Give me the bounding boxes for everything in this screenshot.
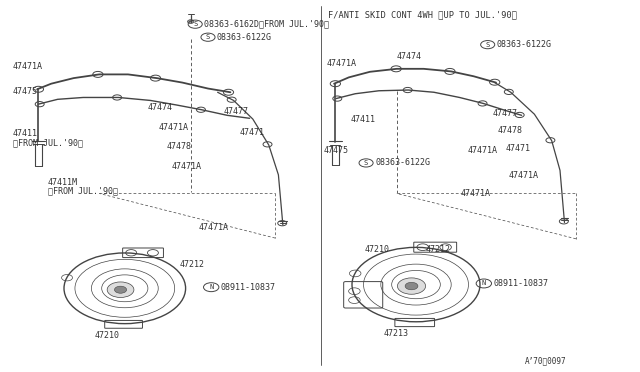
Text: S: S <box>206 34 210 40</box>
Text: 〈FROM JUL.'90〉: 〈FROM JUL.'90〉 <box>13 139 83 148</box>
Text: 47212: 47212 <box>179 260 204 269</box>
Text: S: S <box>486 42 490 48</box>
Text: 47477: 47477 <box>493 109 518 118</box>
Text: 47471A: 47471A <box>159 123 189 132</box>
Text: 47212: 47212 <box>426 245 451 254</box>
Text: 47411: 47411 <box>351 115 376 124</box>
Text: 08911-10837: 08911-10837 <box>493 279 548 288</box>
Text: S: S <box>364 160 368 166</box>
Text: 47411: 47411 <box>13 129 38 138</box>
Circle shape <box>115 286 127 293</box>
Text: 47474: 47474 <box>397 52 422 61</box>
Circle shape <box>188 20 194 23</box>
Text: N: N <box>482 280 486 286</box>
Text: 47477: 47477 <box>224 107 249 116</box>
Text: 47475: 47475 <box>13 87 38 96</box>
Text: 47213: 47213 <box>384 329 409 338</box>
Text: 47471A: 47471A <box>461 189 491 198</box>
Text: 47210: 47210 <box>95 331 120 340</box>
Text: 47471A: 47471A <box>509 171 539 180</box>
Circle shape <box>397 278 426 294</box>
Text: 47210: 47210 <box>365 245 390 254</box>
Text: 47411M: 47411M <box>48 178 78 187</box>
Text: 08363-6122G: 08363-6122G <box>217 33 272 42</box>
Text: S: S <box>193 21 197 27</box>
Circle shape <box>405 282 418 290</box>
Text: 47471: 47471 <box>506 144 531 153</box>
Text: 47471A: 47471A <box>13 62 43 71</box>
Text: 08363-6122G: 08363-6122G <box>497 40 552 49</box>
Text: 47475: 47475 <box>324 146 349 155</box>
Text: 47471A: 47471A <box>198 223 228 232</box>
Text: 47478: 47478 <box>498 126 523 135</box>
Text: F/ANTI SKID CONT 4WH 〈UP TO JUL.'90〉: F/ANTI SKID CONT 4WH 〈UP TO JUL.'90〉 <box>328 10 516 19</box>
Text: 08363-6162D〈FROM JUL.'90〉: 08363-6162D〈FROM JUL.'90〉 <box>204 20 329 29</box>
Text: 08363-6122G: 08363-6122G <box>375 158 430 167</box>
Text: N: N <box>209 284 213 290</box>
Text: 08911-10837: 08911-10837 <box>221 283 276 292</box>
Text: 〈FROM JUL.'90〉: 〈FROM JUL.'90〉 <box>48 186 118 195</box>
Text: 47478: 47478 <box>166 142 191 151</box>
Text: 47474: 47474 <box>147 103 172 112</box>
Circle shape <box>107 282 134 298</box>
Text: A’70：0097: A’70：0097 <box>525 356 566 365</box>
Text: 47471A: 47471A <box>467 146 497 155</box>
Text: 47471A: 47471A <box>326 59 356 68</box>
Text: 47471A: 47471A <box>172 162 202 171</box>
Text: 47471: 47471 <box>240 128 265 137</box>
